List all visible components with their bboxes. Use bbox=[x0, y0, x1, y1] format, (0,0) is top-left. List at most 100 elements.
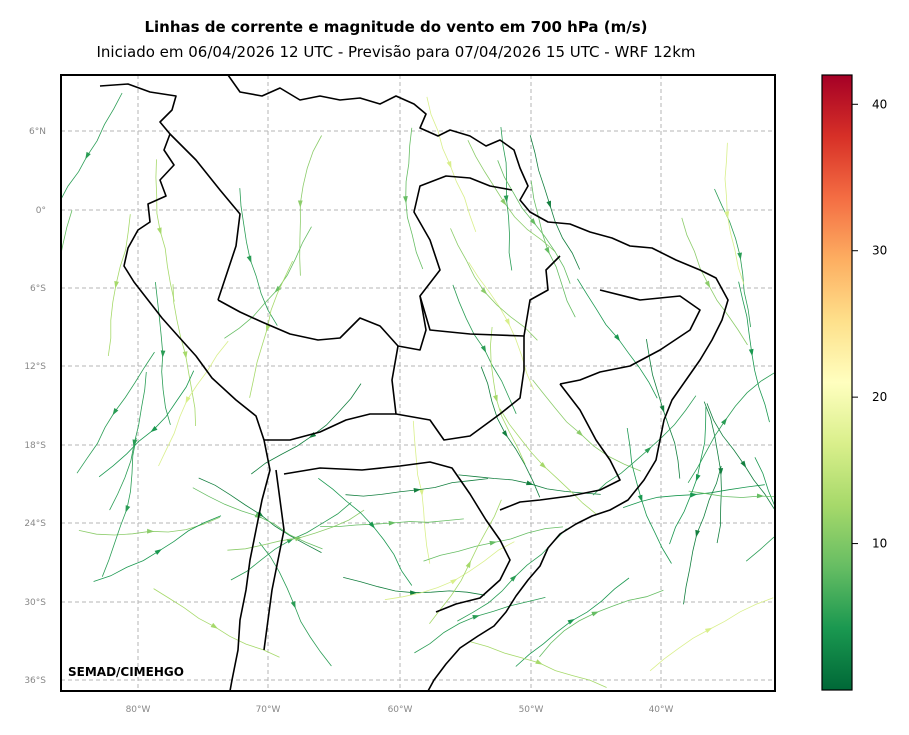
streamline-arrow bbox=[266, 324, 271, 332]
lat-tick-label: 24°S bbox=[24, 519, 46, 529]
streamline-arrow bbox=[419, 488, 424, 497]
streamline-arrow bbox=[450, 578, 458, 585]
streamline-arrow bbox=[539, 461, 547, 469]
streamline-arrow bbox=[501, 430, 508, 438]
streamline-arrow bbox=[489, 540, 497, 546]
streamline-arrow bbox=[410, 590, 418, 596]
lat-tick-label: 36°S bbox=[24, 676, 46, 686]
lat-tick-label: 30°S bbox=[24, 598, 46, 608]
streamline-arrow bbox=[567, 618, 575, 625]
streamline-arrow bbox=[210, 622, 218, 629]
streamline-arrow bbox=[182, 351, 188, 359]
colorbar: 10 20 30 40 bbox=[821, 74, 887, 691]
streamline bbox=[318, 477, 413, 586]
streamline-arrow bbox=[510, 574, 517, 582]
streamline-arrow bbox=[446, 160, 452, 169]
streamline-arrow bbox=[535, 659, 543, 665]
streamline bbox=[98, 370, 195, 478]
border-south bbox=[283, 461, 511, 613]
streamline bbox=[467, 140, 556, 253]
colorbar-tick-label: 10 bbox=[872, 537, 887, 551]
streamline bbox=[405, 127, 424, 270]
streamline bbox=[515, 577, 630, 667]
streamline-arrow bbox=[613, 334, 621, 342]
streamline-arrow bbox=[637, 494, 643, 503]
streamline-arrow bbox=[544, 246, 550, 255]
streamline-arrow bbox=[644, 446, 652, 454]
streamline-arrow bbox=[576, 429, 584, 437]
streamline bbox=[745, 536, 775, 562]
streamline-arrow bbox=[526, 480, 534, 486]
streamline-arrow bbox=[154, 549, 162, 555]
streamline bbox=[470, 641, 607, 688]
lat-tick-label: 0° bbox=[36, 206, 46, 216]
colorbar-tick-label: 40 bbox=[872, 97, 887, 111]
streamline-arrow bbox=[778, 521, 783, 529]
border-andes bbox=[263, 469, 285, 651]
streamline-arrow bbox=[156, 227, 162, 235]
streamline-arrow bbox=[740, 460, 747, 468]
streamline-arrow bbox=[480, 287, 488, 295]
streamline bbox=[153, 588, 280, 658]
streamline-arrow bbox=[256, 510, 264, 518]
lon-tick-label: 60°W bbox=[388, 705, 413, 715]
coastline-and-borders bbox=[99, 75, 729, 691]
streamline bbox=[426, 96, 477, 233]
streamline-arrow bbox=[112, 408, 119, 416]
coastline-south-america bbox=[99, 83, 271, 691]
streamline-arrow bbox=[368, 521, 375, 529]
streamline-arrow bbox=[465, 560, 471, 569]
streamline-arrow bbox=[800, 517, 808, 522]
streamline-arrow bbox=[704, 627, 713, 634]
border-southeast bbox=[499, 383, 621, 511]
map-title: Linhas de corrente e magnitude do vento … bbox=[144, 18, 648, 36]
streamline-arrow bbox=[52, 276, 57, 284]
colorbar-tick-label: 30 bbox=[872, 244, 887, 258]
streamline-arrow bbox=[472, 615, 480, 620]
colorbar-bar bbox=[821, 74, 853, 691]
streamline bbox=[61, 210, 73, 256]
streamlines bbox=[52, 92, 808, 688]
streamline-arrow bbox=[150, 425, 158, 433]
streamline bbox=[423, 526, 564, 562]
streamline-arrow bbox=[695, 529, 700, 538]
streamline-arrow bbox=[114, 280, 119, 289]
streamline bbox=[754, 457, 775, 508]
streamline bbox=[429, 499, 502, 625]
streamline-arrow bbox=[297, 200, 303, 208]
border-bolivia bbox=[264, 413, 396, 441]
streamline bbox=[172, 284, 196, 427]
streamline-arrow bbox=[246, 255, 252, 264]
map-frame bbox=[60, 74, 776, 692]
streamline bbox=[703, 401, 722, 544]
streamline-arrow bbox=[690, 492, 698, 498]
border-peru bbox=[169, 133, 241, 301]
map-subtitle: Iniciado em 06/04/2026 12 UTC - Previsão… bbox=[96, 43, 696, 61]
latitude-ticks: 6°N 0° 6°S 12°S 18°S 24°S 30°S 36°S bbox=[24, 127, 46, 686]
streamline bbox=[529, 135, 581, 270]
border-northeast bbox=[559, 289, 701, 385]
colorbar-ticks: 10 20 30 40 bbox=[852, 97, 887, 551]
lon-tick-label: 80°W bbox=[126, 705, 151, 715]
streamline-arrow bbox=[721, 417, 728, 425]
streamline bbox=[457, 528, 567, 622]
streamline-arrow bbox=[546, 200, 551, 209]
streamline bbox=[345, 478, 489, 497]
lat-tick-label: 6°N bbox=[29, 127, 46, 137]
lat-tick-label: 6°S bbox=[30, 284, 46, 294]
lat-tick-label: 12°S bbox=[24, 362, 46, 372]
streamline-arrow bbox=[480, 345, 487, 353]
streamline bbox=[107, 214, 131, 357]
streamline-arrow bbox=[591, 611, 599, 617]
graticule bbox=[61, 75, 775, 691]
border-amazon bbox=[217, 175, 513, 351]
streamline-arrow bbox=[413, 487, 422, 493]
streamline-arrow bbox=[503, 195, 509, 203]
streamline-arrow bbox=[756, 493, 765, 499]
streamline-arrow bbox=[493, 394, 498, 403]
streamline-arrow bbox=[146, 528, 155, 534]
streamline bbox=[687, 371, 775, 484]
coastline-caribbean bbox=[227, 75, 729, 691]
streamline-arrow bbox=[85, 151, 91, 160]
